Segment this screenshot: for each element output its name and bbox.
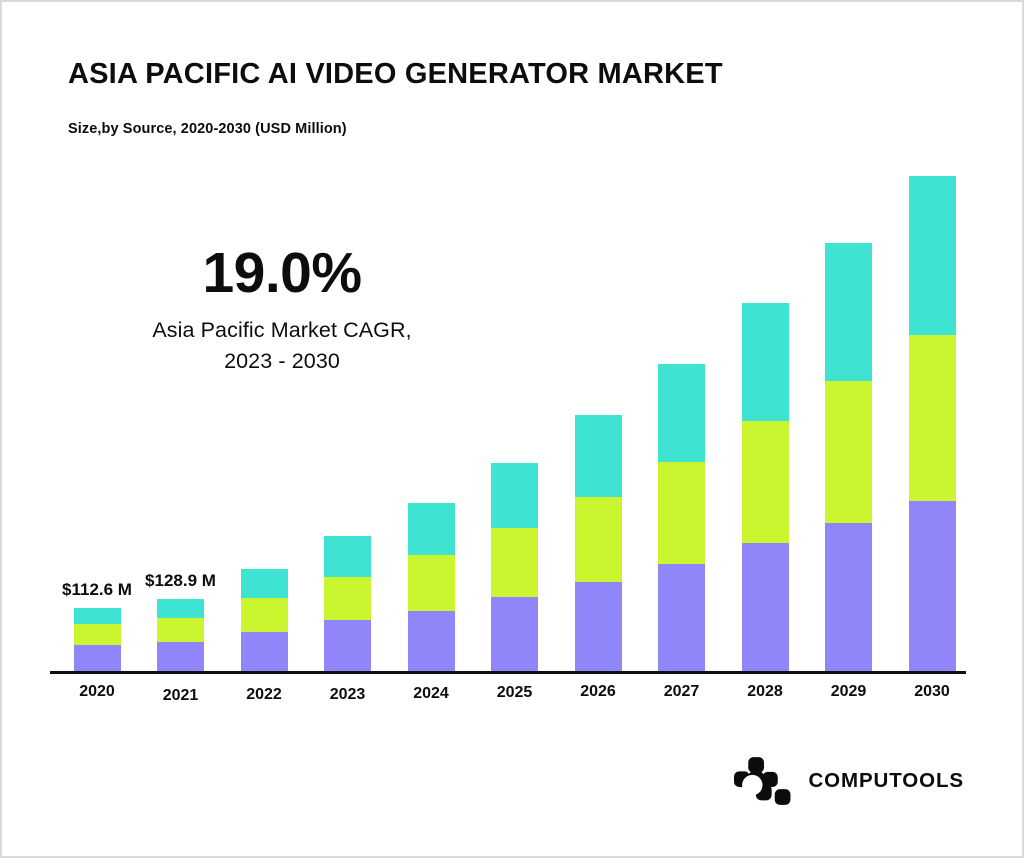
bar-segment-top-2023 <box>324 536 371 578</box>
x-axis-label-2030: 2030 <box>914 683 950 700</box>
x-axis-label-2029: 2029 <box>830 683 867 700</box>
bar-2023 <box>324 536 371 671</box>
x-axis-label-2025: 2025 <box>496 684 533 701</box>
bar-segment-top-2026 <box>574 415 622 497</box>
chart-subtitle: Size,by Source, 2020-2030 (USD Million) <box>68 121 347 137</box>
bar-2028 <box>741 302 789 671</box>
bar-segment-bottom-2028 <box>741 543 789 671</box>
bar-segment-top-2028 <box>741 302 789 422</box>
x-axis-label-2027: 2027 <box>663 683 700 700</box>
x-axis-line <box>50 671 966 674</box>
cagr-caption: Asia Pacific Market CAGR, 2023 - 2030 <box>120 315 444 376</box>
x-axis-label-2022: 2022 <box>246 686 282 703</box>
bar-2026 <box>574 415 622 671</box>
bar-2027 <box>658 363 705 671</box>
chart-title: ASIA PACIFIC AI VIDEO GENERATOR MARKET <box>68 58 723 90</box>
computools-logo: COMPUTOOLS <box>734 757 964 805</box>
bar-2021 <box>157 599 204 671</box>
bar-segment-top-2029 <box>825 242 872 382</box>
bar-2020 <box>73 608 121 671</box>
bar-segment-middle-2026 <box>574 497 622 582</box>
bar-segment-middle-2022 <box>240 598 288 633</box>
bar-segment-middle-2021 <box>157 618 204 642</box>
x-axis-label-2026: 2026 <box>580 683 616 700</box>
bar-segment-bottom-2023 <box>324 620 371 671</box>
bar-value-label-2020: $112.6 M <box>62 580 132 600</box>
bar-segment-middle-2028 <box>741 421 789 544</box>
cagr-caption-line1: Asia Pacific Market CAGR, <box>152 318 412 342</box>
computools-logo-text: COMPUTOOLS <box>808 769 964 792</box>
x-axis-label-2020: 2020 <box>79 683 115 700</box>
bar-segment-top-2022 <box>240 569 288 599</box>
bar-segment-middle-2024 <box>407 554 455 611</box>
bar-segment-bottom-2027 <box>658 564 705 671</box>
bar-segment-middle-2023 <box>324 577 371 621</box>
bar-segment-bottom-2025 <box>491 597 538 671</box>
bar-segment-bottom-2022 <box>240 632 288 671</box>
bar-segment-middle-2025 <box>491 527 538 598</box>
bar-segment-top-2020 <box>73 608 121 625</box>
bar-2030 <box>908 176 956 671</box>
bar-2022 <box>240 569 288 671</box>
bar-segment-top-2025 <box>491 463 538 528</box>
cagr-caption-line2: 2023 - 2030 <box>224 348 340 373</box>
x-axis-label-2028: 2028 <box>747 683 783 700</box>
cagr-annotation: 19.0% Asia Pacific Market CAGR, 2023 - 2… <box>120 240 444 376</box>
x-axis-label-2023: 2023 <box>329 686 366 703</box>
bar-segment-middle-2020 <box>73 624 121 645</box>
bar-segment-bottom-2024 <box>407 611 455 671</box>
x-axis-label-2024: 2024 <box>413 685 449 702</box>
cagr-value: 19.0% <box>202 241 362 305</box>
bar-2024 <box>407 503 455 671</box>
bar-segment-bottom-2030 <box>908 501 956 671</box>
bar-segment-top-2030 <box>908 176 956 335</box>
bar-segment-top-2021 <box>157 599 204 619</box>
computools-logo-icon <box>734 757 791 805</box>
bar-segment-middle-2029 <box>825 381 872 524</box>
bar-segment-bottom-2029 <box>825 523 872 671</box>
bar-2029 <box>825 242 872 671</box>
bar-segment-top-2027 <box>658 363 705 462</box>
bar-segment-bottom-2021 <box>157 641 204 671</box>
bar-segment-top-2024 <box>407 503 455 555</box>
bar-segment-bottom-2020 <box>73 644 121 671</box>
bar-segment-middle-2027 <box>658 461 705 565</box>
x-axis-label-2021: 2021 <box>162 687 199 704</box>
bar-segment-bottom-2026 <box>574 581 622 671</box>
bar-2025 <box>491 463 538 671</box>
bar-value-label-2021: $128.9 M <box>145 571 216 591</box>
bar-segment-middle-2030 <box>908 334 956 501</box>
stacked-bar-chart: 2020 $112.6 M 2021 $128.9 M 2022 2023 2024 2025… <box>50 170 966 730</box>
